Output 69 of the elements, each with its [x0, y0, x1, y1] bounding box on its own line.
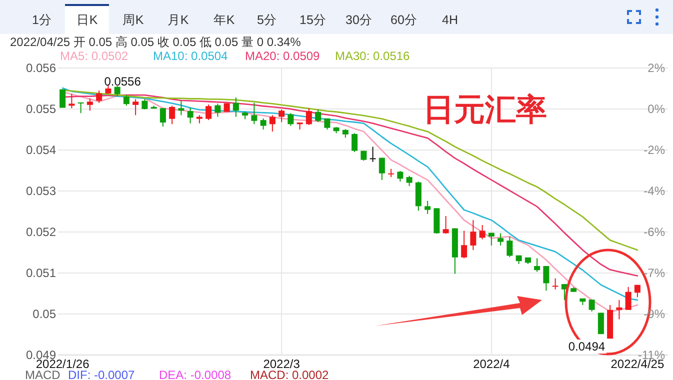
candlestick	[60, 88, 66, 108]
candlestick	[86, 98, 93, 112]
candlestick	[251, 102, 258, 125]
candlestick	[461, 230, 468, 259]
candlestick	[588, 299, 595, 312]
candlestick	[288, 112, 294, 126]
toolbar: 1分 日K 周K 月K 年K 5分 15分 30分 60分 4H	[0, 0, 673, 34]
text: DIF: -0.0007	[68, 368, 136, 380]
candlestick	[378, 157, 385, 180]
y2-tick-label: 2%	[648, 61, 666, 75]
candlestick	[479, 224, 486, 240]
text: MACD	[25, 368, 61, 380]
candlestick	[123, 94, 130, 106]
candlestick	[187, 107, 194, 124]
candlestick	[370, 146, 376, 162]
y2-tick-label: -6%	[644, 224, 666, 239]
candlestick	[552, 278, 558, 290]
x-tick-label: 2022/3	[263, 357, 300, 371]
candlestick	[232, 97, 239, 118]
y2-tick-label: -4%	[644, 184, 666, 198]
candlestick	[160, 108, 166, 128]
y-tick-label: 0.053	[26, 184, 56, 198]
candlestick	[178, 100, 184, 116]
text: 日元汇率	[423, 92, 547, 127]
candlestick	[206, 104, 212, 121]
candlestick	[543, 266, 550, 292]
candlestick	[260, 118, 266, 130]
candlestick	[269, 114, 276, 132]
candlestick	[306, 108, 312, 126]
candlestick	[114, 86, 120, 96]
candlestick	[616, 300, 622, 320]
annotation: 0.0494	[568, 340, 606, 354]
candlestick	[442, 216, 449, 234]
candlestick	[406, 175, 412, 187]
candlestick	[506, 236, 513, 258]
candlestick	[424, 200, 431, 214]
annotation: 0.0556	[104, 74, 142, 88]
text: DEA: -0.0008	[159, 368, 232, 380]
candlestick	[142, 98, 148, 110]
candlestick	[634, 284, 640, 298]
candlestick	[315, 108, 322, 123]
candlestick	[470, 220, 476, 251]
candlestick	[498, 232, 504, 246]
candlestick	[625, 286, 632, 310]
y-tick-label: 0.052	[26, 225, 56, 239]
y-tick-label: 0.055	[26, 102, 56, 116]
candlestick	[96, 90, 102, 104]
x-tick-label: 2022/4	[473, 357, 510, 371]
chart-subtitle: 2022/04/25 开 0.05 高 0.05 收 0.05 低 0.05 量 0 0.34%	[10, 35, 302, 49]
y-tick-label: 0.05	[32, 307, 56, 321]
candlestick	[169, 105, 176, 125]
candlestick	[488, 232, 494, 246]
candlestick	[278, 108, 285, 123]
candlestick	[397, 170, 404, 182]
candlestick	[68, 93, 75, 109]
y-tick-label: 0.051	[26, 266, 56, 280]
candlestick	[214, 103, 221, 118]
legend: MA5: 0.0502 MA10: 0.0504 MA20: 0.0509 MA30: 0.0516	[60, 49, 410, 63]
candlestick	[78, 102, 84, 114]
y-tick-label: 0.054	[26, 143, 56, 157]
y-tick-label: 0.056	[26, 61, 56, 75]
candlestick	[415, 181, 422, 212]
candlestick	[352, 132, 358, 153]
y2-tick-label: -2%	[644, 142, 666, 157]
y2-tick-label: -7%	[644, 266, 666, 280]
text: MACD: 0.0002	[250, 368, 330, 380]
candlestick	[132, 98, 139, 116]
y2-tick-label: 0%	[648, 102, 666, 116]
candlestick	[534, 258, 540, 272]
